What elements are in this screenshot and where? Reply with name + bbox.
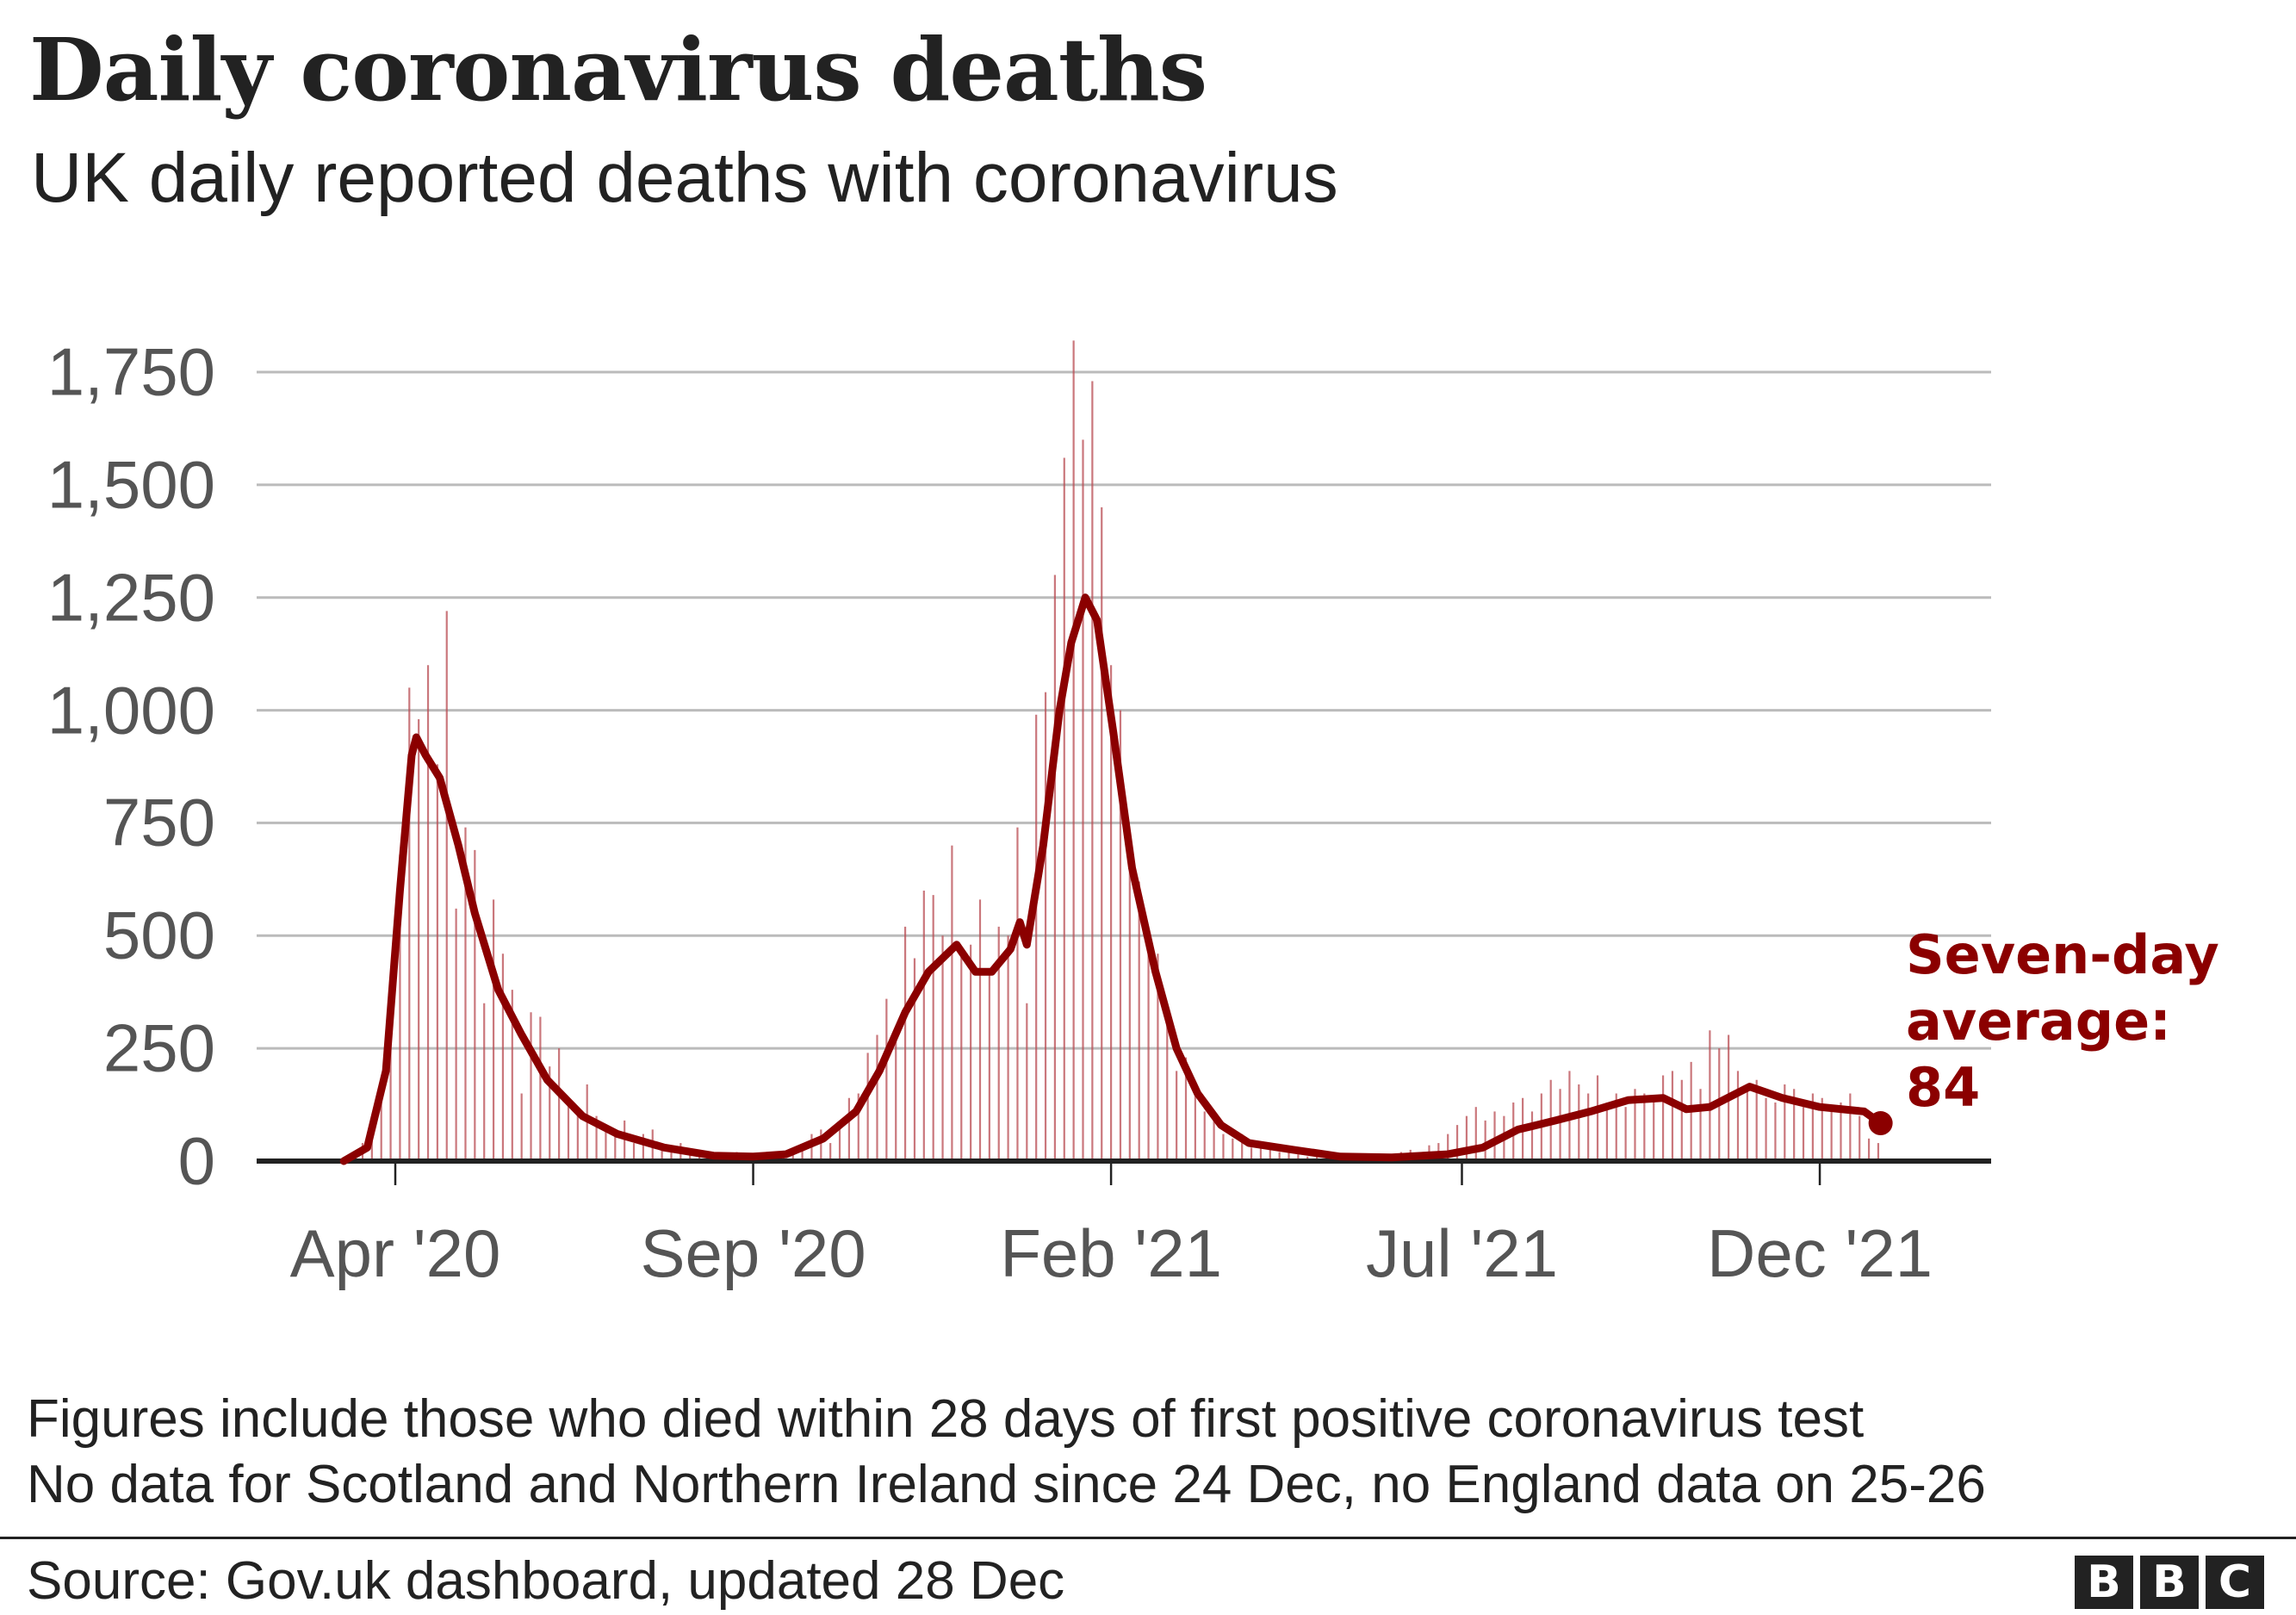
y-tick-label: 1,500 — [47, 446, 215, 523]
x-tick-label: Dec '21 — [1707, 1215, 1933, 1291]
y-tick-label: 250 — [102, 1009, 215, 1086]
seven-day-average-annotation: Seven-day average: 84 — [1906, 922, 2219, 1121]
chart-title: Daily coronavirus deaths — [29, 19, 1207, 121]
x-tick-label: Sep '20 — [640, 1215, 866, 1291]
bbc-logo-b2: B — [2140, 1556, 2199, 1609]
annotation-line1: Seven-day — [1906, 923, 2219, 986]
x-tick-label: Feb '21 — [1000, 1215, 1222, 1291]
chart-subtitle: UK daily reported deaths with coronaviru… — [31, 139, 1338, 217]
y-tick-label: 1,250 — [47, 559, 215, 636]
bbc-logo-b1: B — [2075, 1556, 2133, 1609]
bbc-logo-c: C — [2206, 1556, 2264, 1609]
annotation-line2: average: — [1906, 990, 2171, 1053]
bbc-logo: B B C — [2075, 1556, 2264, 1609]
footer-divider — [0, 1537, 2296, 1539]
y-tick-label: 1,750 — [47, 333, 215, 410]
y-tick-label: 0 — [177, 1122, 215, 1199]
annotation-value: 84 — [1906, 1056, 1981, 1119]
source-text: Source: Gov.uk dashboard, updated 28 Dec — [27, 1551, 1065, 1611]
seven-day-average-line — [339, 593, 1885, 1165]
footnote-2: No data for Scotland and Northern Irelan… — [27, 1455, 1986, 1514]
x-tick-label: Jul '21 — [1365, 1215, 1558, 1291]
latest-average-dot — [1868, 1111, 1893, 1136]
y-tick-label: 750 — [102, 784, 215, 860]
footnote-1: Figures include those who died within 28… — [27, 1389, 1865, 1449]
y-tick-label: 1,000 — [47, 672, 215, 748]
y-tick-label: 500 — [102, 897, 215, 973]
x-tick-label: Apr '20 — [289, 1215, 501, 1291]
